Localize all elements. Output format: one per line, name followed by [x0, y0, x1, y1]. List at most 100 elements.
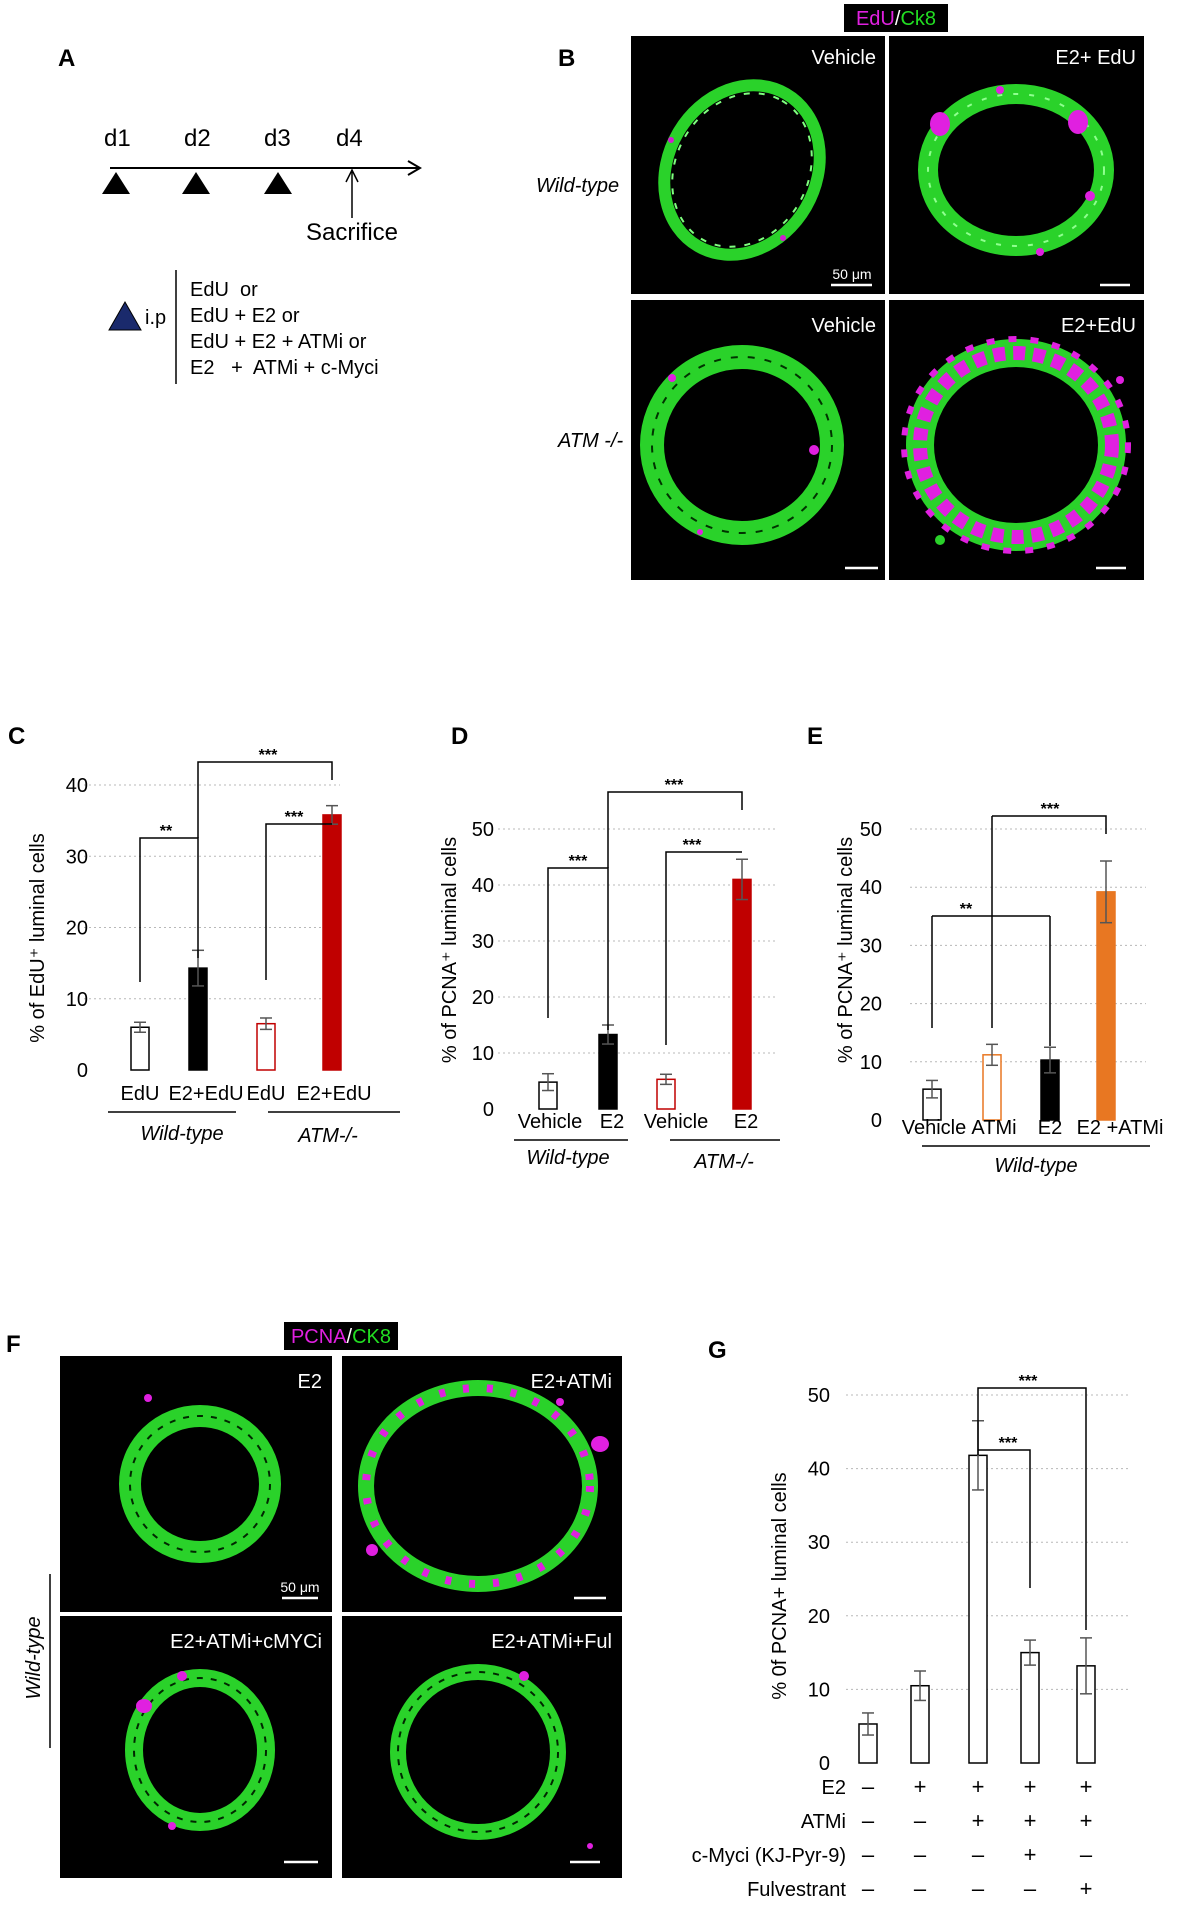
y-tick-label: 20 — [860, 994, 882, 1016]
y-tick-label: 40 — [860, 877, 882, 899]
bars — [922, 860, 1116, 1121]
panel-letter-b: B — [558, 45, 575, 72]
micrograph-e2-atmi: E2+ATMi — [342, 1356, 622, 1612]
x-tick-label: Vehicle — [902, 1117, 967, 1139]
y-tick-label: 40 — [808, 1459, 830, 1481]
treatment-sign: – — [862, 1876, 875, 1901]
significance-marker: ** — [160, 823, 173, 840]
scale-bar-label: 50 μm — [832, 266, 871, 282]
x-tick-label: E2 — [1038, 1117, 1062, 1139]
treatment-row-label: Fulvestrant — [747, 1879, 846, 1901]
tile-label: E2+ATMi+Ful — [491, 1631, 612, 1653]
tile-label: E2+ATMi+cMYCi — [170, 1631, 322, 1653]
treatment-sign: + — [1080, 1876, 1093, 1901]
error-bar — [1044, 1046, 1056, 1074]
y-ticks: 0 10 20 30 40 50 — [860, 819, 882, 1132]
significance-marker: *** — [1041, 801, 1060, 818]
y-tick-label: 0 — [819, 1753, 830, 1775]
x-tick-label: E2 — [734, 1111, 758, 1133]
treatment-line-2: EdU + E2 or — [190, 305, 300, 327]
y-tick-label: 0 — [77, 1060, 88, 1082]
bar — [732, 878, 752, 1110]
treatment-sign: – — [914, 1876, 927, 1901]
bar — [130, 1026, 150, 1071]
y-tick-label: 50 — [472, 819, 494, 841]
sacrifice-label: Sacrifice — [306, 219, 398, 246]
micrograph-e2: E2 50 μm — [60, 1356, 332, 1612]
significance-marker: *** — [683, 837, 702, 854]
stain-b-label: Ck8 — [900, 8, 936, 30]
x-tick-label: ATMi — [971, 1117, 1016, 1139]
treatment-sign: + — [972, 1808, 985, 1833]
panel-a: A d1 d2 d3 d4 Sacrifice i.p EdU or EdU +… — [58, 45, 422, 384]
y-tick-label: 10 — [472, 1043, 494, 1065]
x-tick-label: Vehicle — [518, 1111, 583, 1133]
error-bar — [862, 1712, 874, 1736]
error-bar — [1100, 860, 1112, 924]
y-tick-label: 40 — [472, 875, 494, 897]
treatment-sign: – — [862, 1774, 875, 1799]
treatment-row-label: ATMi — [801, 1811, 846, 1833]
treatment-row-label: E2 — [822, 1777, 846, 1799]
error-bar — [134, 1021, 146, 1033]
stain-legend-box-b — [844, 4, 948, 32]
day-label-d4: d4 — [336, 125, 363, 152]
x-tick-label: Vehicle — [644, 1111, 709, 1133]
y-tick-label: 0 — [483, 1099, 494, 1121]
treatment-sign: + — [972, 1774, 985, 1799]
group-label-atm: ATM-/- — [693, 1151, 754, 1173]
y-tick-label: 30 — [472, 931, 494, 953]
y-tick-label: 50 — [808, 1385, 830, 1407]
treatment-sign: – — [914, 1808, 927, 1833]
micrograph-e2-atmi-cmyci: E2+ATMi+cMYCi — [60, 1616, 332, 1878]
x-tick-label: E2+EdU — [296, 1083, 371, 1105]
stain-a-label: EdU — [856, 8, 895, 30]
group-label-wild-type: Wild-type — [140, 1123, 223, 1145]
bar — [598, 1033, 618, 1110]
y-tick-label: 10 — [66, 989, 88, 1011]
tile-label: E2+ EdU — [1055, 47, 1136, 69]
treatment-sign: – — [1080, 1842, 1093, 1867]
y-ticks: 0 10 20 30 40 50 — [472, 819, 494, 1121]
significance-brackets: *** *** — [977, 1373, 1087, 1630]
error-bar — [736, 858, 748, 901]
y-ticks: 0 10 20 30 40 50 — [808, 1385, 830, 1775]
panel-e: E % of PCNA⁺ luminal cells 0 10 20 30 40 50 V… — [807, 723, 1163, 1177]
bar — [256, 1022, 276, 1071]
y-tick-label: 20 — [472, 987, 494, 1009]
x-tick-labels: Vehicle ATMi E2 E2 +ATMi — [902, 1117, 1164, 1139]
bar — [1096, 891, 1116, 1121]
treatment-sign: – — [862, 1842, 875, 1867]
stain-legend-box-f — [284, 1322, 398, 1350]
y-axis-label: % of PCNA⁺ luminal cells — [835, 837, 857, 1063]
bars — [858, 1420, 1096, 1764]
treatment-line-4: E2 + ATMi + c-Myci — [190, 357, 379, 379]
treatment-sign: – — [972, 1842, 985, 1867]
treatment-sign: + — [1024, 1808, 1037, 1833]
y-tick-label: 0 — [871, 1110, 882, 1132]
stain-a-label: PCNA — [291, 1326, 347, 1348]
y-axis-label: % of EdU⁺ luminal cells — [27, 833, 49, 1043]
significance-marker: *** — [1019, 1373, 1038, 1390]
significance-marker: *** — [999, 1435, 1018, 1452]
row-label-wild-type: Wild-type — [536, 175, 619, 197]
y-axis-label: % of PCNA⁺ luminal cells — [439, 837, 461, 1063]
stain-b-label: CK8 — [352, 1326, 391, 1348]
panel-f: F PCNA/CK8 Wild-type E2 50 μm E2+ATMi — [6, 1322, 622, 1878]
error-bar — [1024, 1639, 1036, 1666]
error-bar — [260, 1017, 272, 1031]
x-tick-labels: Vehicle E2 Vehicle E2 — [518, 1111, 758, 1133]
treatment-sign: + — [1080, 1808, 1093, 1833]
micrograph-wt-e2-edu: E2+ EdU — [889, 36, 1144, 294]
group-label-wild-type: Wild-type — [526, 1147, 609, 1169]
day-label-d1: d1 — [104, 125, 131, 152]
x-tick-label: E2+EdU — [168, 1083, 243, 1105]
y-tick-label: 20 — [808, 1606, 830, 1628]
day-label-d2: d2 — [184, 125, 211, 152]
x-tick-label: EdU — [247, 1083, 286, 1105]
bars — [130, 804, 342, 1071]
y-tick-label: 30 — [66, 846, 88, 868]
injection-marker-d2 — [182, 172, 210, 194]
